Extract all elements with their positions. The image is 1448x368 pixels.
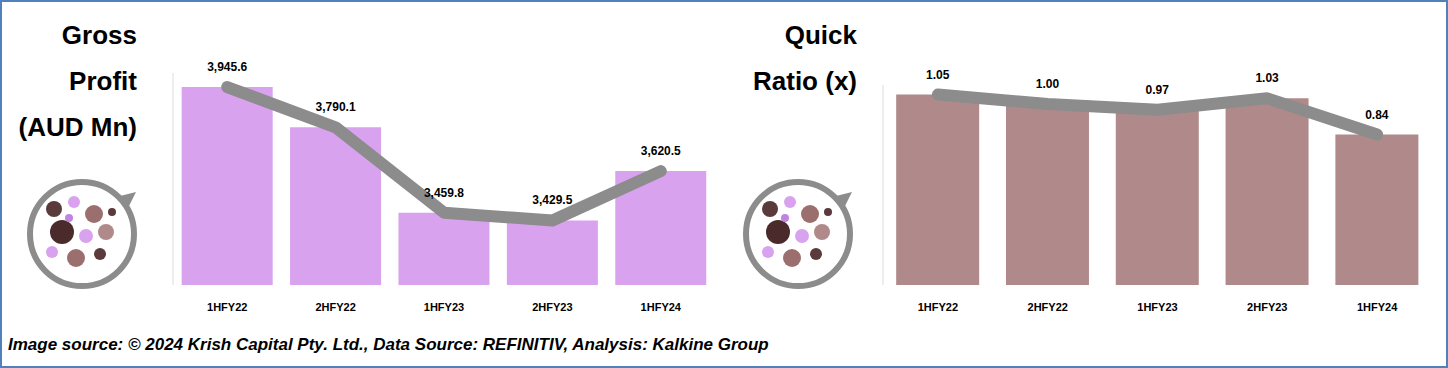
svg-text:3,429.5: 3,429.5 — [532, 193, 572, 207]
svg-text:2HFY23: 2HFY23 — [1247, 301, 1287, 313]
svg-text:0.97: 0.97 — [1146, 83, 1170, 97]
svg-text:2HFY22: 2HFY22 — [315, 301, 355, 313]
svg-text:1HFY22: 1HFY22 — [207, 301, 247, 313]
html-text:Ratio (x): Ratio (x) — [753, 66, 857, 96]
html-text:Profit: Profit — [69, 66, 137, 96]
svg-text:1.00: 1.00 — [1036, 77, 1060, 91]
svg-text:1HFY24: 1HFY24 — [1357, 301, 1398, 313]
svg-text:1HFY23: 1HFY23 — [424, 301, 464, 313]
html-text:(AUD Mn): (AUD Mn) — [18, 112, 137, 142]
svg-text:2HFY23: 2HFY23 — [532, 301, 572, 313]
svg-text:3,945.6: 3,945.6 — [207, 60, 247, 74]
svg-text:1HFY23: 1HFY23 — [1137, 301, 1177, 313]
svg-text:2HFY22: 2HFY22 — [1028, 301, 1068, 313]
svg-text:1.03: 1.03 — [1255, 71, 1279, 85]
svg-text:1.05: 1.05 — [926, 68, 950, 82]
html-text:Image source: © 2024 Krish Cap: Image source: © 2024 Krish Capital Pty. … — [8, 335, 769, 354]
html-text:Gross: Gross — [61, 20, 137, 50]
svg-text:0.84: 0.84 — [1365, 108, 1389, 122]
svg-text:3,790.1: 3,790.1 — [316, 100, 356, 114]
svg-text:3,459.8: 3,459.8 — [424, 186, 464, 200]
svg-text:1HFY22: 1HFY22 — [918, 301, 958, 313]
svg-text:3,620.5: 3,620.5 — [641, 144, 681, 158]
svg-text:1HFY24: 1HFY24 — [641, 301, 682, 313]
html-text:Quick: Quick — [784, 20, 857, 50]
